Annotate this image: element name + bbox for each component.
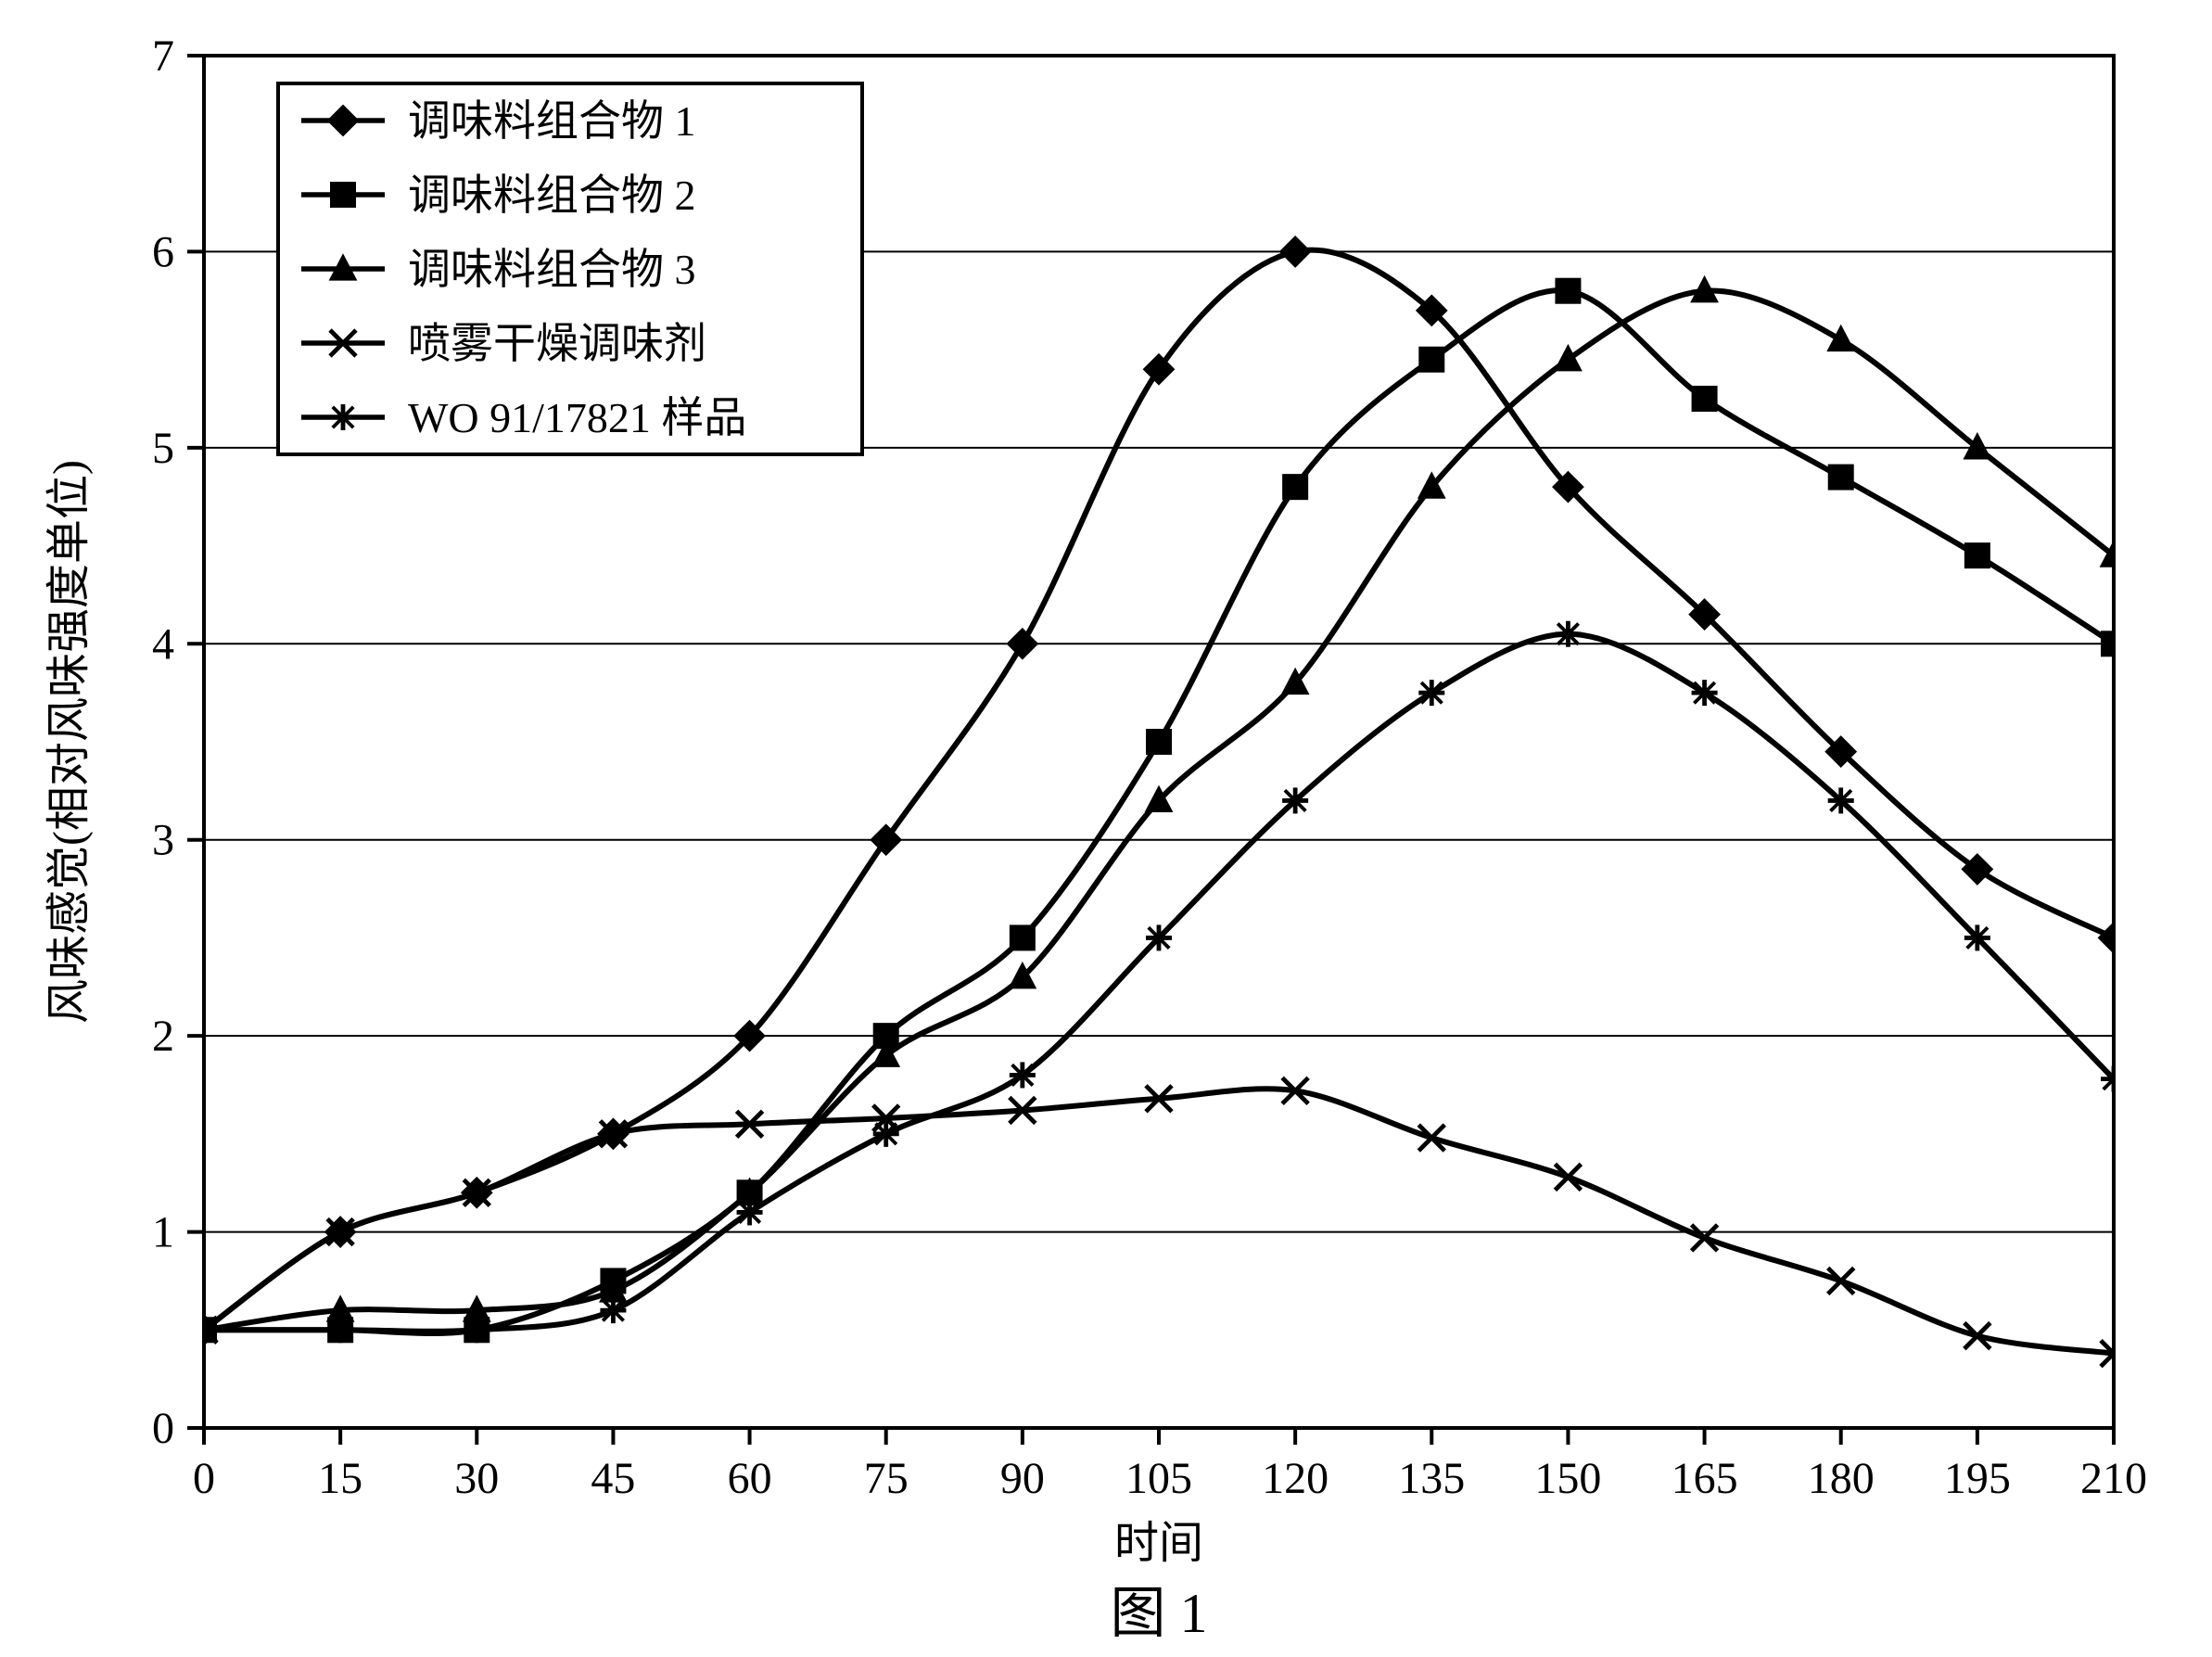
legend-label: 调味料组合物 2 — [408, 172, 696, 219]
x-tick-label: 15 — [318, 1454, 362, 1503]
y-axis-label: 风味感觉(相对风味强度单位) — [44, 460, 94, 1024]
legend-label: WO 91/17821 样品 — [408, 394, 746, 441]
legend-label: 调味料组合物 3 — [408, 246, 696, 293]
x-tick-label: 90 — [1000, 1454, 1045, 1503]
x-axis-label: 时间 — [1114, 1519, 1203, 1568]
y-tick-label: 2 — [152, 1012, 174, 1061]
y-tick-label: 1 — [152, 1208, 174, 1257]
x-tick-label: 180 — [1808, 1454, 1875, 1503]
x-tick-label: 105 — [1125, 1454, 1192, 1503]
x-tick-label: 45 — [591, 1454, 635, 1503]
y-tick-label: 4 — [152, 619, 174, 669]
legend-label: 调味料组合物 1 — [408, 97, 696, 145]
x-tick-label: 210 — [2080, 1454, 2147, 1503]
x-tick-label: 60 — [728, 1454, 772, 1503]
x-tick-label: 120 — [1262, 1454, 1328, 1503]
x-tick-label: 195 — [1944, 1454, 2011, 1503]
x-tick-label: 135 — [1398, 1454, 1465, 1503]
x-tick-label: 30 — [454, 1454, 499, 1503]
figure-caption: 图 1 — [1111, 1583, 1208, 1644]
x-tick-label: 0 — [193, 1454, 215, 1503]
x-tick-label: 150 — [1534, 1454, 1601, 1503]
y-tick-label: 5 — [152, 424, 174, 473]
chart-svg: 0123456701530456075901051201351501651801… — [0, 0, 2212, 1657]
x-tick-label: 75 — [864, 1454, 909, 1503]
y-tick-label: 6 — [152, 227, 174, 276]
legend: 调味料组合物 1 调味料组合物 2 调味料组合物 3 喷雾干燥调味剂 WO 91/178… — [278, 83, 862, 454]
legend-label: 喷雾干燥调味剂 — [408, 320, 706, 367]
y-tick-label: 3 — [152, 816, 174, 865]
x-tick-label: 165 — [1672, 1454, 1738, 1503]
y-tick-label: 7 — [152, 32, 174, 81]
y-tick-label: 0 — [152, 1404, 174, 1453]
